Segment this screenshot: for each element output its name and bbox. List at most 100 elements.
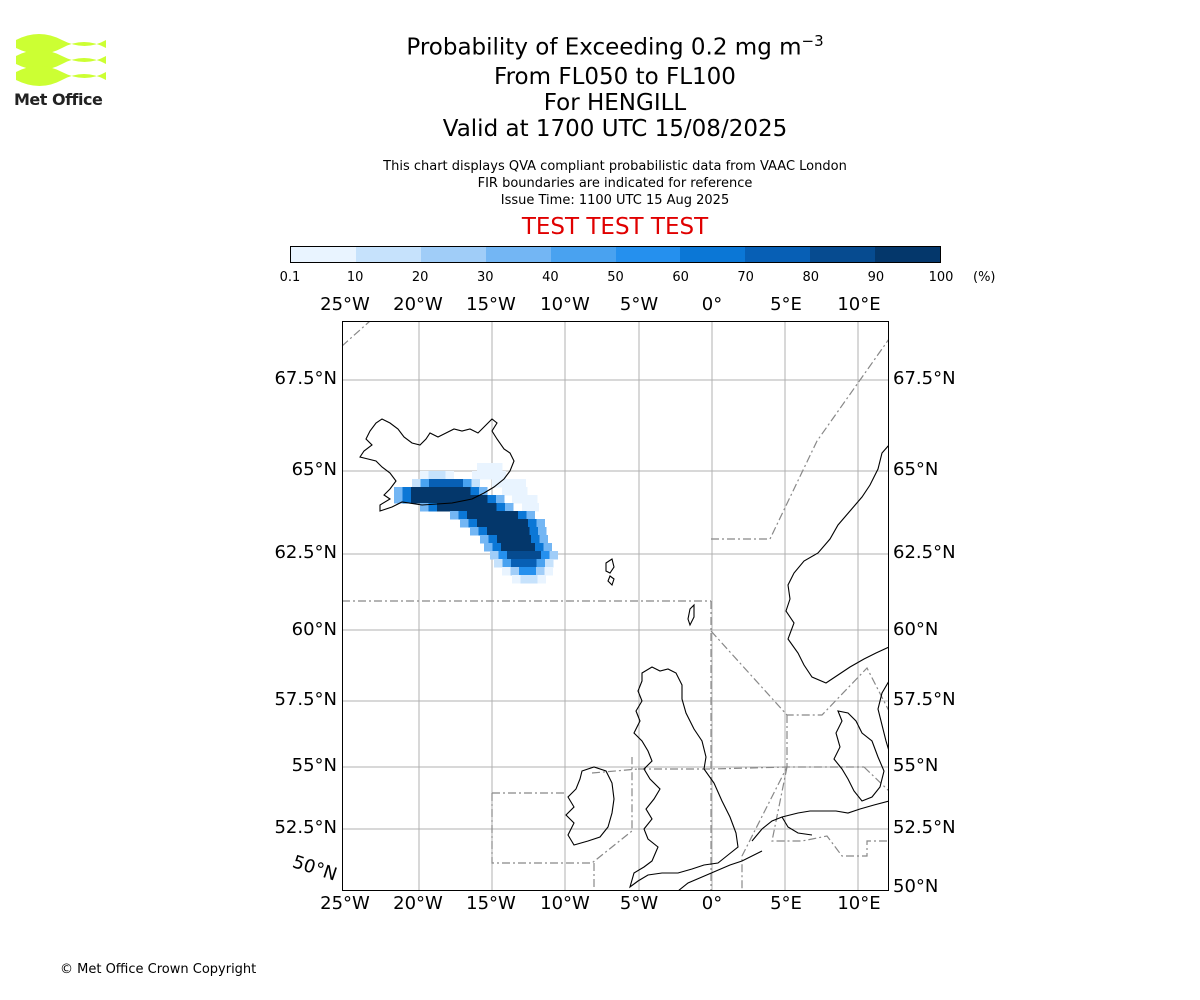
colorbar-tick-label: 20 [411, 270, 429, 285]
colorbar-tick-label: 80 [802, 270, 820, 285]
ash-cell [420, 471, 429, 480]
latitude-label: 57.5°N [893, 689, 956, 710]
ash-cell [437, 471, 446, 480]
ash-cell [529, 527, 538, 536]
ash-cell [462, 503, 471, 512]
ash-cell [471, 479, 480, 488]
ash-cell [436, 487, 445, 496]
info-line-1: This chart displays QVA compliant probab… [383, 159, 847, 174]
latitude-label: 60°N [893, 619, 939, 640]
ash-cell [519, 559, 528, 568]
ash-cell [470, 487, 479, 496]
ash-cell [501, 511, 510, 520]
ash-cell [411, 487, 420, 496]
latitude-label: 65°N [291, 459, 337, 480]
ash-cell [512, 575, 521, 584]
ash-cell [428, 471, 437, 480]
ash-cell [480, 471, 489, 480]
longitude-label: 10°E [837, 294, 881, 315]
ash-cell [531, 535, 540, 544]
ash-cell [429, 479, 438, 488]
ash-cell [505, 535, 514, 544]
ash-cell [498, 551, 507, 560]
ash-cell [428, 495, 437, 504]
ash-cell [477, 519, 486, 528]
ash-probability-field [394, 463, 558, 584]
ash-cell [520, 495, 529, 504]
logo-text: Met Office [14, 90, 103, 109]
colorbar-cell [615, 247, 681, 262]
colorbar-cell [485, 247, 551, 262]
ash-cell [453, 495, 462, 504]
latitude-label: 62.5°N [274, 542, 337, 563]
ash-cell [515, 551, 524, 560]
ash-cell [402, 495, 411, 504]
colorbar-tick-label: 10 [346, 270, 364, 285]
colorbar-unit: (%) [973, 270, 996, 285]
ash-cell [526, 511, 535, 520]
ash-cell [512, 527, 521, 536]
issue-time: Issue Time: 1100 UTC 15 Aug 2025 [500, 193, 730, 208]
ash-cell [496, 495, 505, 504]
ash-cell [470, 495, 479, 504]
ash-cell [521, 527, 530, 536]
ash-cell [519, 567, 528, 576]
ash-cell [511, 519, 520, 528]
ash-cell [492, 511, 501, 520]
colorbar-tick-label: 60 [672, 270, 689, 285]
ash-cell [437, 503, 446, 512]
ash-cell [518, 543, 527, 552]
ash-cell [545, 559, 554, 568]
latitude-label: 52.5°N [893, 817, 956, 838]
ash-cell [490, 551, 499, 560]
ash-cell [411, 495, 420, 504]
ash-cell [519, 487, 528, 496]
graticule [342, 321, 889, 891]
latitude-label: 60°N [291, 619, 337, 640]
colorbar [290, 246, 941, 263]
ash-cell [504, 527, 513, 536]
ash-cell [537, 575, 546, 584]
colorbar-cell [355, 247, 421, 262]
ash-cell [526, 543, 535, 552]
ash-cell [514, 535, 523, 544]
colorbar-cell [550, 247, 616, 262]
ash-cell [497, 471, 506, 480]
colorbar-tick-label: 30 [477, 270, 494, 285]
ash-cell [475, 511, 484, 520]
ash-cell [412, 479, 421, 488]
flight-level-line: From FL050 to FL100 [494, 64, 736, 90]
colorbar-cell [875, 247, 941, 262]
latitude-label: 57.5°N [274, 689, 337, 710]
ash-cell [463, 479, 472, 488]
ash-cell [497, 535, 506, 544]
ash-cell [524, 551, 533, 560]
ash-cell [510, 567, 519, 576]
ash-cell [528, 559, 537, 568]
ash-cell [502, 559, 511, 568]
longitude-label: 20°W [393, 294, 443, 315]
longitude-label: 5°W [619, 893, 659, 914]
map-panel [342, 321, 889, 891]
ash-cell [539, 535, 548, 544]
ash-cell [479, 503, 488, 512]
ash-cell [509, 479, 518, 488]
ash-cell [528, 519, 537, 528]
ash-cell [470, 527, 479, 536]
ash-cell [532, 551, 541, 560]
colorbar-cell [291, 247, 356, 262]
colorbar-tick-label: 90 [867, 270, 885, 285]
ash-cell [445, 471, 454, 480]
ash-cell [536, 519, 545, 528]
longitude-label: 25°W [320, 294, 370, 315]
ash-cell [480, 535, 489, 544]
ash-cell [509, 543, 518, 552]
met-office-wave-icon [16, 34, 106, 86]
latitude-label: 65°N [893, 459, 939, 480]
ash-cell [467, 511, 476, 520]
ash-cell [394, 495, 403, 504]
ash-cell [502, 487, 511, 496]
ash-cell [502, 567, 511, 576]
met-office-logo: Met Office [14, 30, 114, 115]
ash-cell [420, 503, 429, 512]
